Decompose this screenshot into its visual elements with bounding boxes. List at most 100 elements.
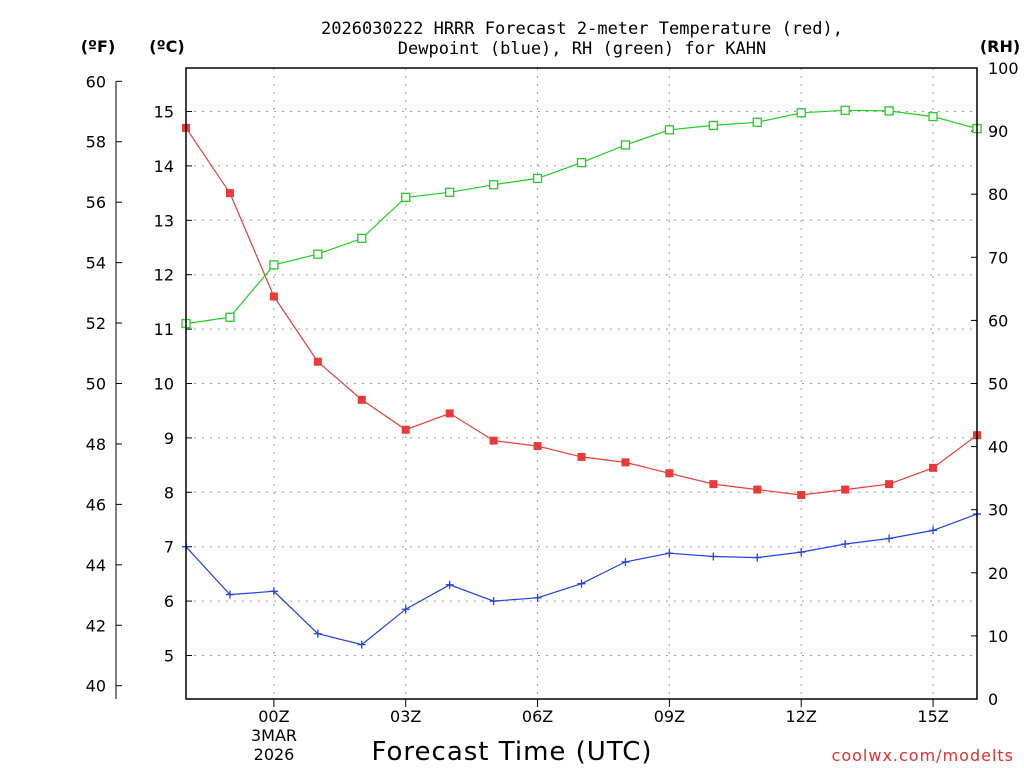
dewpoint-point [621,557,630,566]
rh-point [796,108,806,118]
dewpoint-point [269,587,278,596]
celsius-tick-label: 10 [154,375,174,394]
fahrenheit-tick-label: 58 [86,133,106,152]
temperature-series [182,123,981,500]
temperature-point [269,292,278,301]
x-tick-label: 06Z [522,707,553,726]
temperature-line [185,127,978,496]
rh-point [488,180,499,190]
rh-point [532,173,543,184]
rh-tick-label: 60 [988,311,1008,330]
rh-tick-label: 50 [988,375,1008,394]
dewpoint-line [185,513,978,646]
temperature-point [313,357,322,366]
temperature-point [665,469,674,478]
rh-point [576,157,587,168]
rh-point [401,192,411,203]
x-tick-label: 15Z [917,707,948,726]
fahrenheit-tick-label: 40 [86,677,106,696]
temperature-point [533,442,542,451]
celsius-tick-label: 8 [164,483,174,502]
x-axis-label: Forecast Time (UTC) [371,737,652,767]
date-label-line2: 2026 [254,745,295,764]
celsius-tick-label: 9 [164,429,174,448]
rh-tick-label: 100 [988,59,1019,78]
temperature-point [401,425,410,434]
celsius-tick-label: 14 [154,157,174,176]
rh-tick-label: 0 [988,690,998,709]
celsius-unit-label: (ºC) [149,37,184,56]
temperature-point [929,463,938,472]
rh-tick-label: 10 [988,627,1008,646]
fahrenheit-tick-label: 50 [86,375,106,394]
rh-point [357,233,367,244]
fahrenheit-tick-label: 56 [86,193,106,212]
rh-point [708,120,718,131]
dewpoint-point [313,629,322,638]
dewpoint-point [665,549,674,558]
rh-tick-label: 80 [988,185,1008,204]
rh-point [752,117,762,127]
fahrenheit-unit-label: (ºF) [81,37,116,56]
rh-point [269,260,279,270]
dewpoint-point [401,605,410,614]
temperature-point [357,395,366,404]
chart-title-line1: 2026030222 HRRR Forecast 2-meter Tempera… [321,19,843,39]
rh-point [884,106,894,116]
dewpoint-point [885,534,894,543]
temperature-point [225,189,234,198]
fahrenheit-tick-label: 54 [86,254,106,273]
rh-tick-label: 40 [988,438,1008,457]
dewpoint-point [489,597,498,606]
dewpoint-point [357,640,366,649]
rh-point [928,111,938,122]
dewpoint-point [797,548,806,557]
temperature-point [577,452,586,461]
axis-layer: 00Z 03Z 06Z 09Z 12Z 15Z5678910111213141540424… [86,59,1019,726]
dewpoint-series [182,510,981,649]
fahrenheit-tick-label: 60 [86,72,106,91]
rh-point [620,140,631,150]
dewpoint-point [533,593,542,602]
fahrenheit-tick-label: 46 [86,495,106,514]
dewpoint-point [709,552,718,561]
dewpoint-point [225,590,234,599]
fahrenheit-tick-label: 42 [86,616,106,635]
grid-layer [186,68,977,699]
temperature-point [489,436,498,445]
celsius-tick-label: 15 [154,103,174,122]
dewpoint-point [929,526,938,535]
temperature-point [841,485,850,494]
fahrenheit-tick-label: 44 [86,556,106,575]
dewpoint-point [577,579,586,588]
rh-point [664,125,675,135]
x-tick-label: 00Z [258,707,289,726]
credit-text: coolwx.com/modelts [832,746,1014,765]
rh-unit-label: (RH) [980,37,1020,56]
series-layer [181,105,982,649]
rh-point [225,312,235,322]
temperature-point [621,458,630,467]
rh-tick-label: 90 [988,122,1008,141]
celsius-tick-label: 5 [164,646,174,665]
dewpoint-point [445,580,454,589]
fahrenheit-tick-label: 52 [86,314,106,333]
rh-tick-label: 20 [988,564,1008,583]
rh-point [840,105,850,115]
temperature-point [797,491,806,500]
x-tick-label: 03Z [390,707,421,726]
chart-title-line2: Dewpoint (blue), RH (green) for KAHN [398,39,766,59]
temperature-point [445,409,454,418]
rh-tick-label: 30 [988,501,1008,520]
plot-frame [185,67,978,700]
x-tick-label: 12Z [786,707,817,726]
celsius-tick-label: 11 [154,320,174,339]
celsius-tick-label: 12 [154,266,174,285]
date-label-line1: 3MAR [251,726,297,745]
celsius-tick-label: 6 [164,592,174,611]
rh-series [181,105,982,329]
dewpoint-point [753,553,762,562]
rh-point [313,249,323,259]
rh-point [445,187,455,197]
